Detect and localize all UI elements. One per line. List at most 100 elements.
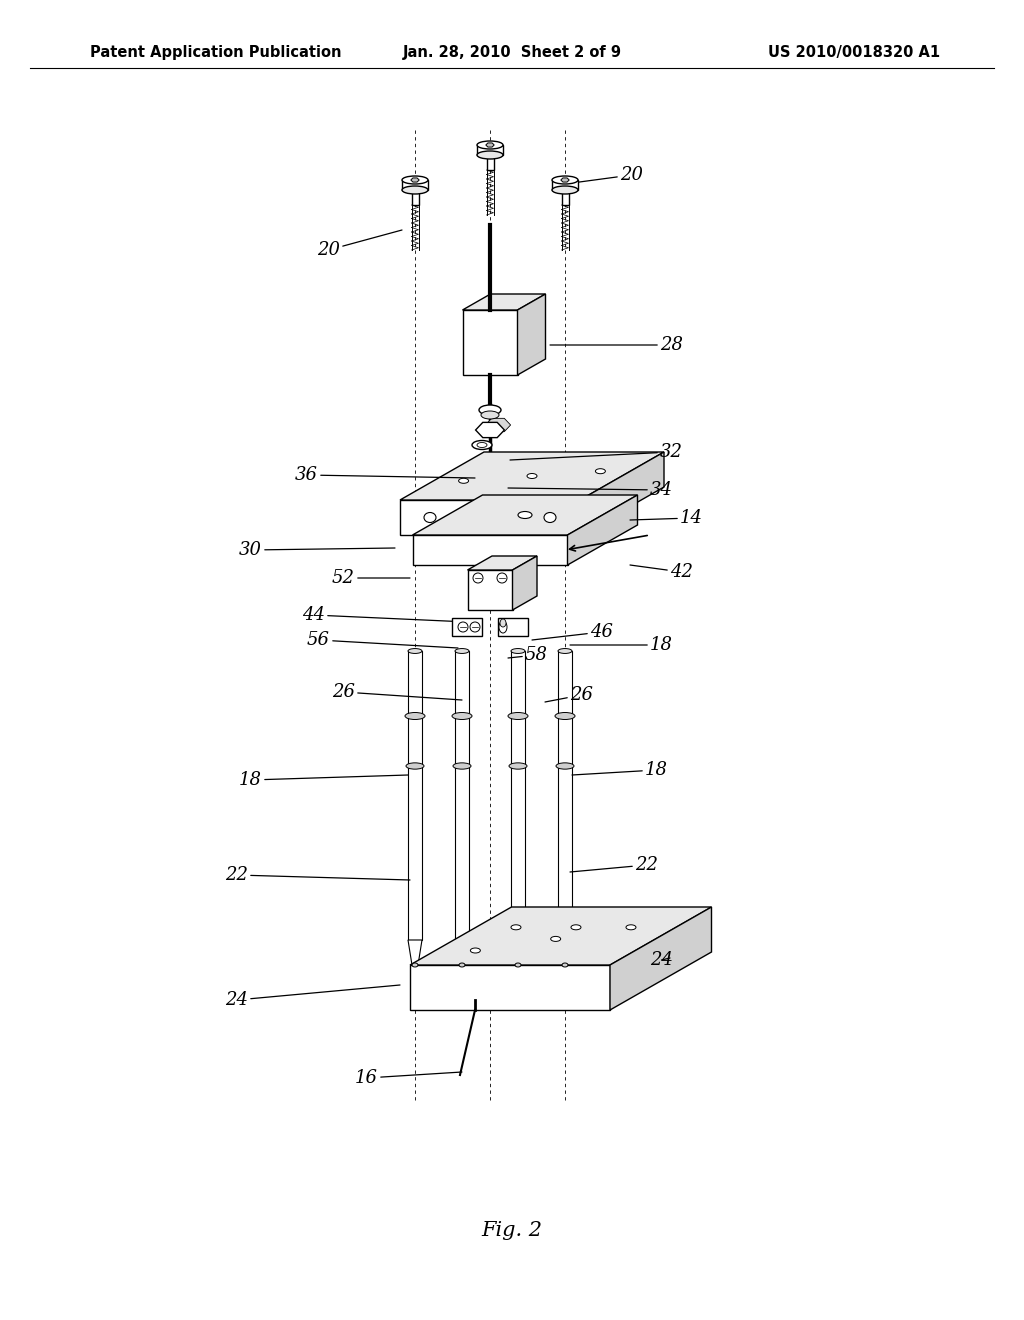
Ellipse shape <box>552 186 578 194</box>
Ellipse shape <box>406 713 425 719</box>
Polygon shape <box>561 178 569 182</box>
Bar <box>455 651 469 940</box>
Text: 18: 18 <box>570 636 673 653</box>
Text: 18: 18 <box>239 771 408 789</box>
Circle shape <box>470 622 480 632</box>
Ellipse shape <box>515 964 521 968</box>
Polygon shape <box>610 907 712 1010</box>
Polygon shape <box>468 570 512 610</box>
Polygon shape <box>413 495 638 535</box>
Ellipse shape <box>412 964 418 968</box>
Ellipse shape <box>424 512 436 523</box>
Text: 58: 58 <box>508 645 548 664</box>
Text: 44: 44 <box>302 606 468 624</box>
Text: 16: 16 <box>355 1069 462 1086</box>
Polygon shape <box>455 940 469 965</box>
Text: 34: 34 <box>508 480 673 499</box>
Text: 36: 36 <box>295 466 475 484</box>
Text: 24: 24 <box>225 985 400 1008</box>
Bar <box>412 190 419 205</box>
Bar <box>477 145 503 154</box>
Polygon shape <box>567 495 638 565</box>
Polygon shape <box>558 940 572 965</box>
Ellipse shape <box>571 925 581 929</box>
Polygon shape <box>498 618 528 636</box>
Text: 20: 20 <box>572 166 643 183</box>
Text: 26: 26 <box>332 682 462 701</box>
Ellipse shape <box>595 469 605 474</box>
Ellipse shape <box>477 141 503 149</box>
Ellipse shape <box>459 478 469 483</box>
Text: Patent Application Publication: Patent Application Publication <box>90 45 341 59</box>
Text: 20: 20 <box>317 230 402 259</box>
Bar <box>561 190 568 205</box>
Text: 56: 56 <box>307 631 458 649</box>
Ellipse shape <box>406 763 424 770</box>
Text: 26: 26 <box>545 686 593 704</box>
Text: Fig. 2: Fig. 2 <box>481 1221 543 1239</box>
Polygon shape <box>511 940 525 965</box>
Ellipse shape <box>555 713 575 719</box>
Text: 22: 22 <box>570 855 658 874</box>
Polygon shape <box>485 418 511 432</box>
Bar <box>558 651 572 940</box>
Ellipse shape <box>562 964 568 968</box>
Bar <box>552 180 578 190</box>
Polygon shape <box>475 422 505 438</box>
Text: 18: 18 <box>572 762 668 779</box>
Bar <box>402 180 428 190</box>
Ellipse shape <box>551 936 561 941</box>
Ellipse shape <box>552 176 578 183</box>
Ellipse shape <box>479 405 501 414</box>
Ellipse shape <box>453 763 471 770</box>
Ellipse shape <box>459 964 465 968</box>
Polygon shape <box>408 940 422 965</box>
Polygon shape <box>485 143 495 147</box>
Ellipse shape <box>626 925 636 929</box>
Polygon shape <box>400 451 664 500</box>
Ellipse shape <box>452 713 472 719</box>
Polygon shape <box>410 965 610 1010</box>
Polygon shape <box>463 310 517 375</box>
Polygon shape <box>400 500 580 535</box>
Ellipse shape <box>518 511 532 519</box>
Ellipse shape <box>408 648 422 653</box>
Text: 24: 24 <box>650 950 673 969</box>
Ellipse shape <box>527 474 537 479</box>
Text: 22: 22 <box>225 866 410 884</box>
Polygon shape <box>512 556 537 610</box>
Ellipse shape <box>455 648 469 653</box>
Ellipse shape <box>402 186 428 194</box>
Bar <box>511 651 525 940</box>
Text: 52: 52 <box>332 569 410 587</box>
Polygon shape <box>452 618 482 636</box>
Text: 30: 30 <box>239 541 395 558</box>
Ellipse shape <box>511 648 525 653</box>
Bar <box>408 651 422 940</box>
Ellipse shape <box>500 619 506 627</box>
Polygon shape <box>517 294 546 375</box>
Text: 46: 46 <box>532 623 613 642</box>
Ellipse shape <box>477 150 503 158</box>
Text: US 2010/0018320 A1: US 2010/0018320 A1 <box>768 45 940 59</box>
Polygon shape <box>411 178 419 182</box>
Ellipse shape <box>499 620 507 634</box>
Polygon shape <box>580 451 664 535</box>
Polygon shape <box>468 556 537 570</box>
Text: Jan. 28, 2010  Sheet 2 of 9: Jan. 28, 2010 Sheet 2 of 9 <box>402 45 622 59</box>
Ellipse shape <box>481 411 499 418</box>
Bar <box>486 154 494 170</box>
Polygon shape <box>463 294 546 310</box>
Ellipse shape <box>509 763 527 770</box>
Ellipse shape <box>402 176 428 183</box>
Circle shape <box>473 573 483 583</box>
Text: 28: 28 <box>550 337 683 354</box>
Ellipse shape <box>508 713 528 719</box>
Ellipse shape <box>472 441 492 450</box>
Ellipse shape <box>477 442 487 447</box>
Ellipse shape <box>470 948 480 953</box>
Text: 42: 42 <box>630 564 693 581</box>
Polygon shape <box>410 907 712 965</box>
Polygon shape <box>413 535 567 565</box>
Text: 32: 32 <box>510 444 683 461</box>
